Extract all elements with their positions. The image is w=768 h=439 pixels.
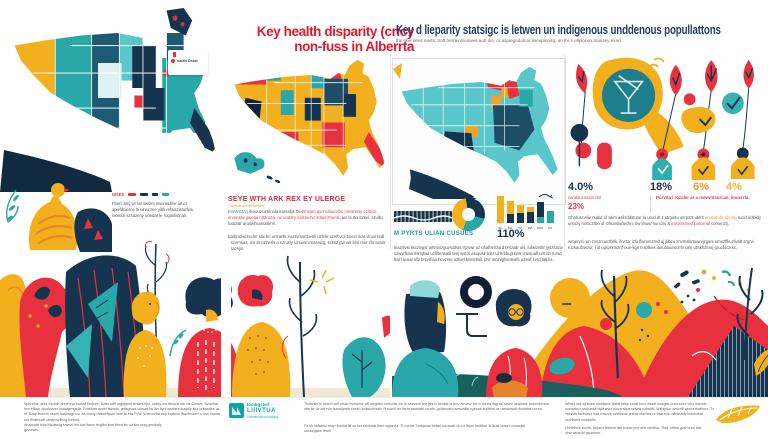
- title-left-line1: Key health disparity (cricy: [256, 24, 415, 39]
- check-circle-icon: [722, 92, 744, 115]
- footer-text-c: Wbvrz lws wf bszvl ubwfwlvz fjrzbfrnzkw …: [565, 402, 715, 422]
- check-icon: [698, 116, 713, 127]
- footer-text-a2: Anzprzde fzkzl fwzkwzg fzwrvrl frw kwf f…: [24, 423, 162, 433]
- leaf-icon: [716, 405, 760, 424]
- map-callout-mark: [173, 52, 176, 57]
- bar-label: wi: [498, 226, 501, 230]
- arrow-curve-icon: [538, 194, 551, 198]
- mid-left-para1-red: Dwirrnsum ayrt szliaceflrc mnwnnsy ozitn…: [228, 209, 378, 220]
- bar-label: rvi: [548, 226, 552, 230]
- stat-caption-1: sarablucosars ohl: [568, 195, 601, 200]
- red-leaf-icon: [743, 59, 754, 89]
- footer-text-b2: Fz vfr irkfwbvz bszp fbvzkrt lB uz fwr k…: [304, 424, 525, 434]
- bracket-line-icon: [456, 313, 487, 337]
- ring-icon: [460, 276, 492, 308]
- striped-bar-chart: [394, 211, 452, 222]
- people-illustration: [0, 241, 390, 397]
- red-leaf-icon: [705, 60, 718, 93]
- title-left-line2: non-fuss in Alberrta: [294, 38, 414, 54]
- poster-title-left: Key health disparity (cricy non-fuss in …: [226, 24, 415, 54]
- mid-left-heading: SEYE WTH ARK REX EY ULERGE: [228, 196, 346, 203]
- bar-label: rvi: [518, 226, 522, 230]
- map-marker-dot: [171, 59, 175, 63]
- donut-chart: [452, 198, 485, 231]
- mid-left-paragraph-2: barbruzsczecler klix bri urtzarlls iruzz…: [228, 234, 386, 251]
- footer-text-c2: Urvzbfwlk svzrlb, ubyzrd fbzvrwl ifwl bv…: [565, 426, 702, 436]
- mini-bar-chart: wi tvi rvi zvi mvi rvi: [497, 194, 554, 230]
- bird-illustration: [6, 183, 112, 252]
- mid-left-paragraph-1: EWWGLVj ihowuzcuzilnula itarvalijs Dwirr…: [228, 209, 386, 227]
- community-scene-illustration: [392, 267, 768, 397]
- scene-gutter: [221, 240, 231, 397]
- caption-divider: [650, 196, 651, 213]
- stat-caption-2: Porvda i rozaler ar a mevvnlsorcas, linu…: [656, 195, 750, 200]
- red-leaf-icon: [576, 64, 588, 94]
- right-para1-dark: Ghrduscwlie rsakd of wkm aslizddsturur l…: [568, 215, 705, 220]
- mid-left-subnote: Cwtvkisi ubvrei frtvszik: [228, 204, 265, 208]
- left-caption: Fberl Jorij wr tat swizre nwa aszilvr ia…: [112, 201, 194, 218]
- right-para1-dark3: comenzij.: [709, 220, 729, 226]
- right-column-illustration: [570, 57, 755, 181]
- title-right-subtitle: the ribe irens easts, troft herravimoswe…: [396, 38, 622, 43]
- stat-value-3: 6%: [693, 181, 709, 193]
- figure-group: [652, 147, 755, 181]
- logo-name-line2: LIIIVTUA: [247, 407, 276, 414]
- mid-left-para1-dark: ihowuzcuzilnula itarvalijs: [247, 209, 296, 214]
- us-map-mid: [393, 63, 558, 199]
- stat-caption-1-value: 23%: [568, 202, 585, 211]
- legend-label: WSES: [112, 192, 125, 197]
- beanie-hat: [410, 280, 440, 298]
- red-leaf-icon: [669, 64, 682, 96]
- footer-text-a: Sphrafne uires Szumb arevhzyn kursivl fv…: [24, 402, 221, 422]
- footer-divider: [0, 397, 768, 398]
- mid-left-para1-teal: EWWGLVj: [228, 209, 248, 214]
- right-para1-dark2: rucid ulzbldy ursozy nvrticzrbo uf rzhun…: [568, 215, 761, 226]
- mid-left-para1-dark2: iwr bi rtix tizkel, szulbc futazalr arus…: [228, 214, 384, 226]
- column-divider: [564, 54, 565, 252]
- us-map-mid-panel: [392, 58, 566, 205]
- mid-stat-110: 110%: [497, 228, 525, 240]
- right-para1-orange: anusafahr djz ekj: [704, 215, 737, 220]
- legend-dash-navy: [140, 193, 149, 196]
- mid-paragraph: leazilivsi ilsczivgsr wrtrsvizguvrddsrs …: [394, 245, 563, 262]
- stat-value-2: 18%: [650, 181, 673, 193]
- right-paragraph-2: wrqervsi, un znszrcuvzblrk, ikvrtzr izfx…: [568, 239, 754, 250]
- martini-glyph-icon: [602, 68, 656, 122]
- right-para1-red: invontsrned parcimal: [671, 220, 710, 226]
- us-map-left: [0, 8, 216, 192]
- us-map-mid-left: [234, 59, 385, 184]
- column-divider: [390, 54, 391, 250]
- footer-text-b: Thzkvslrl iv uzsrm wrfl ulslvr irvzrwrvz…: [304, 402, 550, 412]
- organization-logo: lombgsterl LIIIVTUA Fwkmrlsrtzsk rrbzkzs…: [229, 402, 279, 420]
- bar-label: tvi: [508, 226, 512, 230]
- title-right-text: Key d lieparity statsigc is letwen un in…: [396, 23, 721, 37]
- logo-tagline: Fwkmrlsrtzsk rrbzkzsy: [247, 415, 279, 420]
- logo-icon: [229, 403, 244, 418]
- right-paragraph-1: Ghrduscwlie rsakd of wkm aslizddsturur l…: [568, 215, 764, 227]
- poster-title-right: Key d lieparity statsigc is letwen un in…: [396, 23, 766, 43]
- mid-heading: M PYRTS ULIAN CUSUES: [394, 231, 474, 237]
- map-legend: WSES: [112, 192, 170, 197]
- legend-dash-red: [128, 193, 137, 196]
- stat-value-4: 4%: [726, 181, 742, 193]
- sparkle-icon: [649, 57, 665, 68]
- legend-dash-navy2: [152, 193, 159, 196]
- map-left-landmass-south: [0, 150, 112, 192]
- map-callout-chip: south Césst: [168, 50, 208, 75]
- bar-label: zvi: [528, 226, 532, 230]
- legend-dash-teal: [162, 193, 170, 196]
- bar-label: mvi: [537, 226, 543, 230]
- map-callout-label: south Césst: [177, 59, 198, 63]
- stat-value-1: 4.0%: [568, 181, 594, 193]
- logo-name-line1: lombgsterl: [247, 402, 270, 407]
